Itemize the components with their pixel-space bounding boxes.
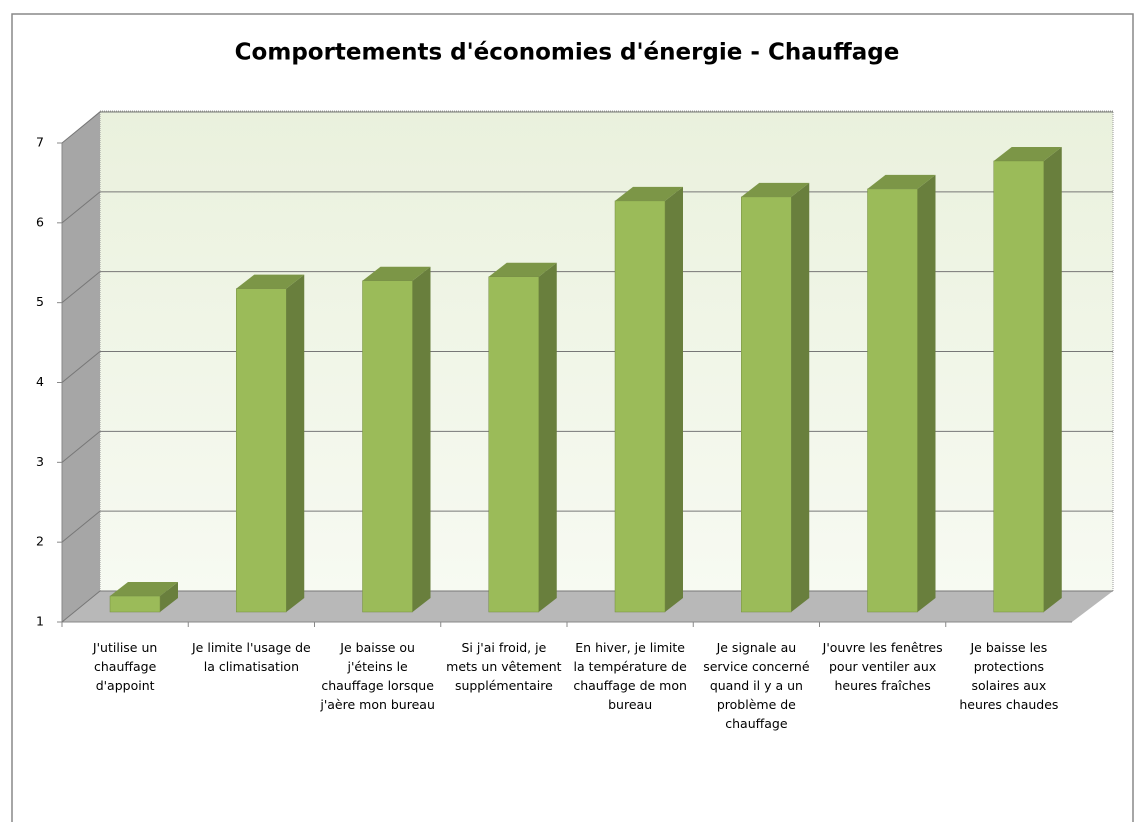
x-tick-label: Je signale au service concerné quand il … [703,640,810,731]
bar-top [362,266,431,281]
bar-top [236,274,305,289]
bar [741,196,792,613]
grid-line [61,510,101,543]
bar-side [538,262,557,612]
bar-top [867,174,936,189]
bar [109,595,161,613]
grid-line [61,590,101,623]
bar [867,188,918,613]
bar-side [412,266,431,612]
x-tick-label: J'ouvre les fenêtres pour ventiler aux h… [822,640,943,693]
y-tick-label: 6 [36,214,44,229]
bar [236,288,287,613]
y-tick-label: 2 [36,534,44,549]
bar-top [110,582,178,597]
floor [62,591,1113,622]
bar-top [615,186,683,201]
bar-side [917,174,936,612]
bar-side [665,186,683,612]
bar-top [488,262,557,277]
bar [993,160,1044,613]
grid-line [61,430,101,463]
bar-side [286,274,305,612]
bar-side [1043,146,1062,613]
y-tick-label: 4 [36,374,44,389]
x-tick-label: Je limite l'usage de la climatisation [192,640,311,674]
x-tick-label: En hiver, je limite la température de ch… [573,640,687,712]
y-tick-label: 5 [36,294,44,309]
y-tick-label: 3 [36,454,44,469]
bar [488,276,539,613]
x-tick-label: Si j'ai froid, je mets un vêtement suppl… [446,640,562,693]
y-tick-label: 7 [36,135,44,150]
bar-side [791,182,810,612]
grid-line [61,271,101,304]
y-tick-label: 1 [36,614,44,629]
x-tick-label: Je baisse ou j'éteins le chauffage lorsq… [320,640,435,712]
x-tick-label: J'utilise un chauffage d'appoint [92,640,158,693]
chart-title: Comportements d'économies d'énergie - Ch… [235,40,900,66]
bar [362,280,413,613]
grid-line [61,191,101,224]
x-tick-label: Je baisse les protections solaires aux h… [959,640,1059,712]
bar-side [160,582,178,612]
grid-line [61,111,101,144]
bar-top [993,146,1062,161]
grid-line [61,351,101,383]
bar [614,200,666,613]
bar-top [741,182,810,197]
